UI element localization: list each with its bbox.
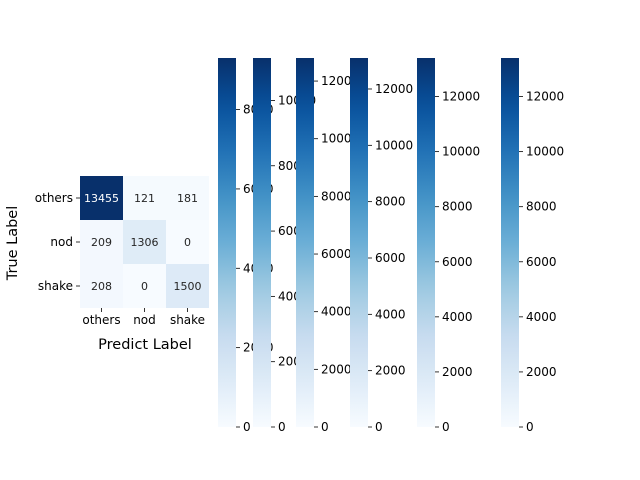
colorbar-gradient bbox=[296, 58, 314, 427]
colorbar-tick-label: 12000 bbox=[526, 90, 564, 104]
colorbar-tick-label: 8000 bbox=[321, 189, 352, 203]
colorbar-tick-label: 2000 bbox=[321, 362, 352, 376]
colorbar-tick-label: 0 bbox=[526, 420, 534, 434]
heatmap-cell bbox=[80, 264, 123, 308]
x-tick-label: others bbox=[82, 313, 120, 327]
y-tick-labels: others nod shake bbox=[35, 191, 80, 293]
colorbar-tick-label: 4000 bbox=[375, 307, 406, 321]
colorbar-tick-label: 2000 bbox=[375, 364, 406, 378]
heatmap-cell bbox=[123, 176, 166, 220]
colorbar-tick-label: 8000 bbox=[526, 200, 557, 214]
colorbar-tick-label: 6000 bbox=[321, 247, 352, 261]
colorbar-tick-label: 8000 bbox=[442, 200, 473, 214]
colorbar-tick-label: 4000 bbox=[321, 305, 352, 319]
cell-annotation: 208 bbox=[91, 280, 112, 293]
colorbar-tick-label: 0 bbox=[442, 420, 450, 434]
heatmap-cell bbox=[123, 264, 166, 308]
colorbar-tick-label: 4000 bbox=[442, 310, 473, 324]
colorbar-gradient bbox=[417, 58, 435, 427]
cell-annotation: 1306 bbox=[131, 236, 159, 249]
colorbar-tick-label: 6000 bbox=[375, 251, 406, 265]
colorbar-tick-label: 6000 bbox=[442, 255, 473, 269]
colorbar-tick-label: 0 bbox=[321, 420, 329, 434]
colorbar-tick-label: 12000 bbox=[442, 90, 480, 104]
y-tick-label: shake bbox=[38, 279, 73, 293]
colorbar-tick-label: 2000 bbox=[442, 365, 473, 379]
colorbar-gradient bbox=[350, 58, 368, 427]
colorbars: 0200040006000800002000400060008000100000… bbox=[218, 58, 564, 434]
colorbar-tick-label: 10000 bbox=[442, 145, 480, 159]
colorbar-tick-label: 10000 bbox=[321, 132, 359, 146]
colorbar-tick-label: 4000 bbox=[526, 310, 557, 324]
heatmap: 13455 121 181 209 1306 0 208 0 1500 bbox=[80, 176, 209, 308]
heatmap-cell bbox=[80, 176, 123, 220]
cell-annotation: 209 bbox=[91, 236, 112, 249]
x-tick-label: shake bbox=[170, 313, 205, 327]
colorbar-tick-label: 0 bbox=[243, 420, 251, 434]
colorbar-tick-label: 10000 bbox=[526, 145, 564, 159]
colorbar-tick-label: 0 bbox=[375, 420, 383, 434]
colorbar-tick-label: 2000 bbox=[526, 365, 557, 379]
y-axis-label: True Label bbox=[5, 206, 21, 282]
colorbar: 0 2000 4000 6000 8000 10000 12000 bbox=[501, 58, 564, 434]
colorbar-gradient bbox=[253, 58, 271, 427]
colorbar-gradient bbox=[218, 58, 236, 427]
colorbar-tick-label: 10000 bbox=[375, 138, 413, 152]
heatmap-cell bbox=[166, 264, 209, 308]
heatmap-cell bbox=[80, 220, 123, 264]
colorbar: 0 2000 4000 6000 8000 10000 12000 bbox=[350, 58, 413, 434]
colorbar-gradient bbox=[501, 58, 519, 427]
colorbar-tick-label: 8000 bbox=[375, 195, 406, 209]
colorbar: 0 2000 4000 6000 8000 10000 12000 bbox=[296, 58, 359, 434]
colorbar-tick-label: 0 bbox=[278, 420, 286, 434]
colorbar-tick-label: 12000 bbox=[321, 74, 359, 88]
x-tick-labels: others nod shake bbox=[82, 308, 205, 327]
colorbar-tick-label: 6000 bbox=[526, 255, 557, 269]
colorbar: 0 2000 4000 6000 8000 10000 12000 bbox=[417, 58, 480, 434]
cell-annotation: 0 bbox=[184, 236, 191, 249]
cell-annotation: 121 bbox=[134, 192, 155, 205]
x-tick-label: nod bbox=[133, 313, 156, 327]
colorbar-tick-label: 12000 bbox=[375, 82, 413, 96]
cell-annotation: 13455 bbox=[84, 192, 119, 205]
x-axis-label: Predict Label bbox=[98, 337, 192, 353]
y-tick-label: others bbox=[35, 191, 73, 205]
cell-annotation: 1500 bbox=[174, 280, 202, 293]
cell-annotation: 181 bbox=[177, 192, 198, 205]
heatmap-cell bbox=[166, 176, 209, 220]
cell-annotation: 0 bbox=[141, 280, 148, 293]
heatmap-cell bbox=[166, 220, 209, 264]
heatmap-cell bbox=[123, 220, 166, 264]
y-tick-label: nod bbox=[50, 235, 73, 249]
